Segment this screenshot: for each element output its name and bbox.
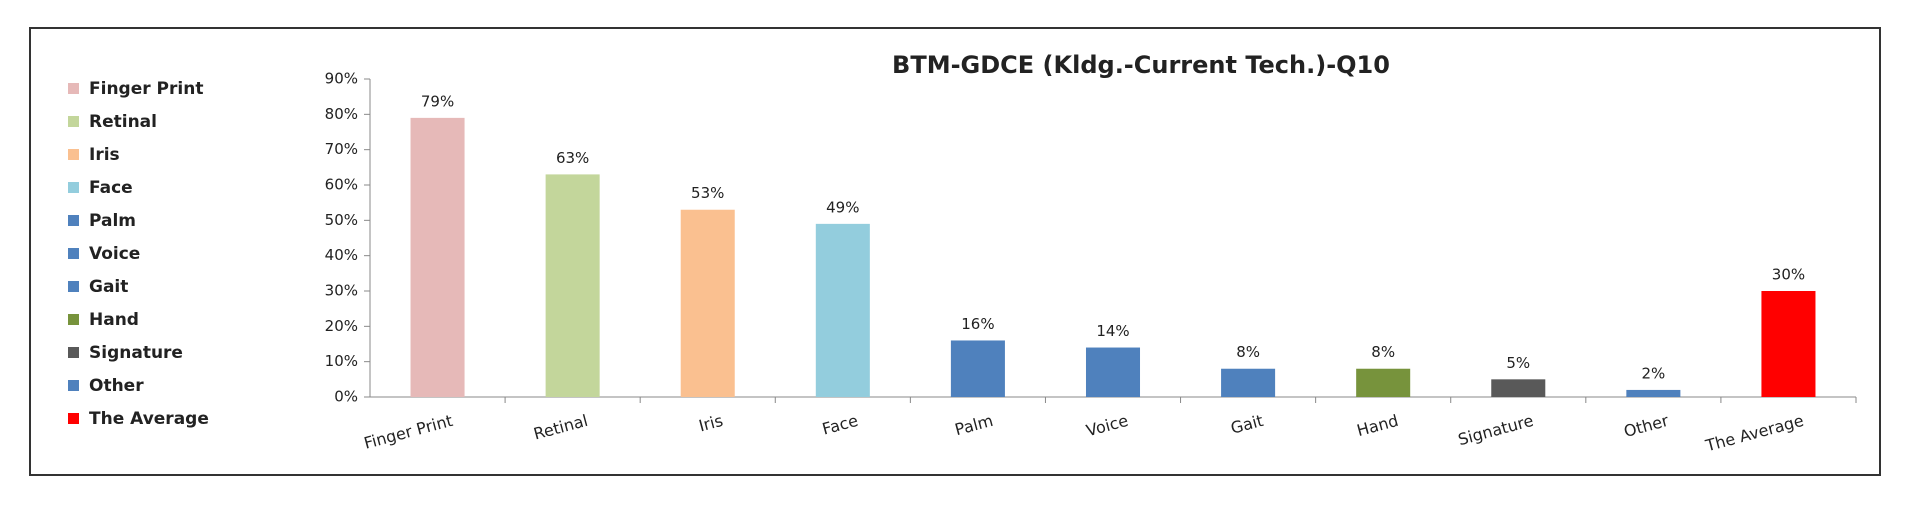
- y-tick-label: 70%: [325, 140, 358, 158]
- y-tick-label: 80%: [325, 105, 358, 123]
- legend-swatch: [68, 413, 79, 424]
- legend-swatch: [68, 248, 79, 259]
- y-tick-label: 30%: [325, 282, 358, 300]
- chart-border: [29, 27, 1881, 476]
- bar: [545, 174, 600, 397]
- value-label: 53%: [691, 184, 724, 202]
- value-label: 63%: [556, 149, 589, 167]
- bar: [410, 117, 465, 397]
- bar: [1761, 291, 1816, 397]
- legend-swatch: [68, 182, 79, 193]
- legend-swatch: [68, 149, 79, 160]
- bar: [680, 209, 735, 397]
- value-label: 8%: [1371, 343, 1395, 361]
- bar: [1626, 389, 1681, 397]
- y-tick-label: 50%: [325, 211, 358, 229]
- legend-swatch: [68, 281, 79, 292]
- y-tick-label: 60%: [325, 176, 358, 194]
- value-label: 30%: [1772, 266, 1805, 284]
- value-label: 49%: [826, 198, 859, 216]
- legend-swatch: [68, 314, 79, 325]
- legend-label: Signature: [89, 343, 183, 363]
- value-label: 8%: [1236, 343, 1260, 361]
- legend-label: Iris: [89, 145, 120, 165]
- legend-label: Finger Print: [89, 79, 203, 99]
- bar: [1491, 379, 1546, 397]
- bar: [950, 340, 1005, 397]
- legend-swatch: [68, 347, 79, 358]
- y-tick-label: 0%: [334, 388, 358, 406]
- legend-label: Retinal: [89, 112, 157, 132]
- legend-label: Gait: [89, 277, 128, 297]
- legend-label: The Average: [89, 409, 209, 429]
- legend-swatch: [68, 215, 79, 226]
- legend-label: Face: [89, 178, 133, 198]
- bar: [815, 223, 870, 397]
- legend-swatch: [68, 116, 79, 127]
- y-tick-label: 10%: [325, 352, 358, 370]
- legend-swatch: [68, 83, 79, 94]
- legend-label: Hand: [89, 310, 139, 330]
- legend-swatch: [68, 380, 79, 391]
- y-tick-label: 40%: [325, 246, 358, 264]
- value-label: 16%: [961, 315, 994, 333]
- legend-label: Palm: [89, 211, 136, 231]
- y-tick-label: 90%: [325, 70, 358, 88]
- bar: [1221, 368, 1276, 397]
- value-label: 5%: [1506, 354, 1530, 372]
- legend-label: Other: [89, 376, 144, 396]
- bar: [1085, 347, 1141, 397]
- bar: [1356, 368, 1411, 397]
- chart-title: BTM-GDCE (Kldg.-Current Tech.)-Q10: [892, 51, 1390, 79]
- value-label: 79%: [421, 92, 454, 110]
- value-label: 14%: [1096, 322, 1129, 340]
- value-label: 2%: [1641, 364, 1665, 382]
- y-tick-label: 20%: [325, 317, 358, 335]
- legend-label: Voice: [89, 244, 140, 264]
